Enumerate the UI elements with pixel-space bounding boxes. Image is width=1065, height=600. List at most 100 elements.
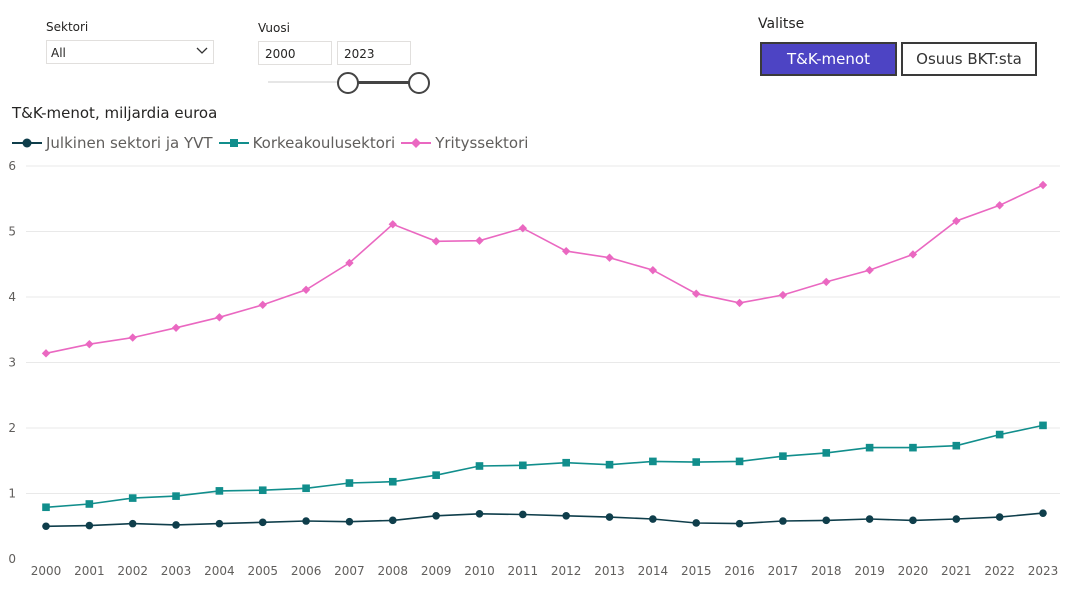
data-point-0 [258, 518, 267, 527]
data-point-1 [258, 486, 267, 495]
data-point-1 [1039, 421, 1047, 430]
data-point-0 [605, 513, 614, 521]
data-point-0 [85, 521, 94, 530]
data-point-0 [1039, 509, 1047, 517]
x-tick-label: 2019 [854, 564, 885, 578]
data-point-0 [345, 517, 354, 526]
data-point-0 [42, 522, 50, 531]
x-tick-label: 2010 [464, 564, 495, 578]
x-tick-label: 2015 [681, 564, 712, 578]
data-point-1 [388, 477, 397, 486]
legend-item-business[interactable]: Yrityssektori [401, 134, 528, 152]
y-tick-label: 3 [8, 356, 16, 370]
data-point-0 [952, 515, 961, 523]
data-point-0 [909, 516, 917, 525]
x-tick-label: 2018 [811, 564, 842, 578]
data-point-1 [432, 471, 440, 479]
data-point-0 [128, 519, 137, 528]
data-point-2 [475, 236, 484, 245]
y-tick-label: 5 [8, 225, 16, 239]
select-measure-label: Valitse [758, 16, 805, 32]
x-tick-label: 2012 [551, 564, 582, 578]
y-tick-label: 6 [8, 159, 16, 173]
data-point-0 [865, 515, 874, 523]
sector-dropdown[interactable]: All [46, 40, 214, 64]
x-tick-label: 2021 [941, 564, 972, 578]
data-point-0 [735, 519, 744, 528]
x-tick-label: 2005 [247, 564, 278, 578]
data-point-2 [215, 313, 224, 322]
x-tick-label: 2007 [334, 564, 365, 578]
legend-item-public[interactable]: Julkinen sektori ja YVT [12, 134, 213, 152]
data-point-0 [822, 516, 831, 525]
data-point-1 [215, 487, 224, 495]
year-slider-range [347, 81, 418, 84]
data-point-0 [172, 521, 180, 529]
x-tick-label: 2013 [594, 564, 625, 578]
data-point-2 [345, 258, 354, 268]
x-tick-label: 2002 [117, 564, 148, 578]
data-point-2 [518, 224, 528, 233]
data-point-1 [85, 500, 94, 508]
data-point-2 [995, 201, 1004, 210]
chart-legend: Julkinen sektori ja YVT Korkeakoulusekto… [12, 133, 534, 153]
data-point-0 [995, 513, 1004, 521]
y-tick-label: 4 [8, 290, 16, 304]
chevron-down-icon [196, 47, 208, 54]
data-point-0 [692, 519, 701, 527]
data-point-2 [822, 277, 831, 287]
rd-spending-button[interactable]: T&K-menot [760, 42, 897, 76]
data-point-1 [302, 484, 310, 493]
data-point-1 [475, 462, 484, 470]
data-point-2 [258, 300, 267, 310]
legend-label-business: Yrityssektori [435, 134, 529, 152]
data-point-1 [605, 460, 614, 469]
series-line-2 [45, 184, 1044, 355]
data-point-1 [995, 430, 1004, 439]
data-point-1 [519, 461, 527, 470]
data-point-1 [42, 503, 50, 512]
year-from-input[interactable]: 2000 [258, 41, 332, 65]
year-to-input[interactable]: 2023 [337, 41, 411, 65]
data-point-0 [215, 519, 224, 528]
data-point-0 [388, 516, 397, 525]
legend-item-university[interactable]: Korkeakoulusektori [218, 134, 395, 152]
data-point-1 [692, 458, 701, 466]
series-line-1 [45, 424, 1044, 509]
legend-marker-circle [12, 138, 42, 148]
data-point-1 [952, 441, 961, 450]
data-point-0 [475, 510, 484, 518]
sector-dropdown-value: All [51, 46, 66, 60]
y-tick-label: 2 [8, 421, 16, 435]
data-point-2 [388, 220, 397, 229]
x-tick-label: 2004 [204, 564, 235, 578]
data-point-1 [562, 458, 570, 467]
year-slider-start-handle[interactable] [337, 72, 359, 94]
data-point-2 [692, 289, 701, 298]
data-point-1 [822, 449, 831, 457]
data-point-2 [908, 250, 918, 259]
year-slider-end-handle[interactable] [408, 72, 430, 94]
data-point-2 [605, 253, 614, 262]
y-tick-label: 1 [8, 487, 16, 501]
data-point-1 [172, 492, 180, 500]
year-filter-label: Vuosi [258, 21, 290, 35]
data-point-2 [431, 237, 441, 246]
data-point-0 [649, 515, 657, 523]
data-point-2 [171, 323, 181, 332]
chart-title: T&K-menot, miljardia euroa [12, 104, 218, 122]
data-point-0 [779, 517, 787, 525]
data-point-0 [302, 517, 310, 525]
x-tick-label: 2023 [1028, 564, 1059, 578]
legend-marker-diamond [401, 138, 432, 148]
gdp-share-button[interactable]: Osuus BKT:sta [901, 42, 1037, 76]
x-tick-label: 2022 [984, 564, 1015, 578]
x-tick-label: 2000 [31, 564, 62, 578]
data-point-1 [909, 443, 917, 452]
data-point-2 [648, 265, 658, 275]
x-tick-label: 2017 [768, 564, 799, 578]
data-point-2 [1038, 180, 1048, 190]
x-tick-label: 2001 [74, 564, 105, 578]
sector-filter-label: Sektori [46, 20, 89, 34]
